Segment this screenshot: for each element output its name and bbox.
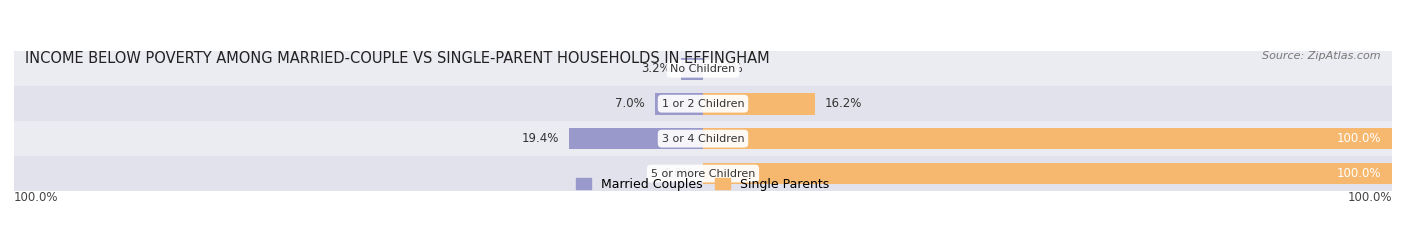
Bar	[703, 163, 1392, 185]
Text: 16.2%: 16.2%	[825, 97, 862, 110]
Text: INCOME BELOW POVERTY AMONG MARRIED-COUPLE VS SINGLE-PARENT HOUSEHOLDS IN EFFINGH: INCOME BELOW POVERTY AMONG MARRIED-COUPL…	[25, 51, 769, 66]
Text: 7.0%: 7.0%	[614, 97, 644, 110]
Bar	[569, 128, 703, 150]
Text: 0.0%: 0.0%	[713, 62, 742, 75]
Bar	[14, 86, 1392, 121]
Text: No Children: No Children	[671, 64, 735, 74]
Text: 5 or more Children: 5 or more Children	[651, 169, 755, 178]
Bar	[703, 93, 814, 115]
Text: 100.0%: 100.0%	[1337, 167, 1382, 180]
Text: 19.4%: 19.4%	[522, 132, 560, 145]
Text: 100.0%: 100.0%	[1347, 191, 1392, 204]
Text: 0.0%: 0.0%	[664, 167, 693, 180]
Bar	[14, 121, 1392, 156]
Text: 3 or 4 Children: 3 or 4 Children	[662, 134, 744, 144]
Bar	[14, 51, 1392, 86]
Text: 1 or 2 Children: 1 or 2 Children	[662, 99, 744, 109]
Bar	[703, 128, 1392, 150]
Legend: Married Couples, Single Parents: Married Couples, Single Parents	[571, 173, 835, 196]
Text: 3.2%: 3.2%	[641, 62, 671, 75]
Bar	[14, 156, 1392, 191]
Text: 100.0%: 100.0%	[1337, 132, 1382, 145]
Text: 100.0%: 100.0%	[14, 191, 59, 204]
Bar	[655, 93, 703, 115]
Text: Source: ZipAtlas.com: Source: ZipAtlas.com	[1263, 51, 1381, 61]
Bar	[681, 58, 703, 80]
